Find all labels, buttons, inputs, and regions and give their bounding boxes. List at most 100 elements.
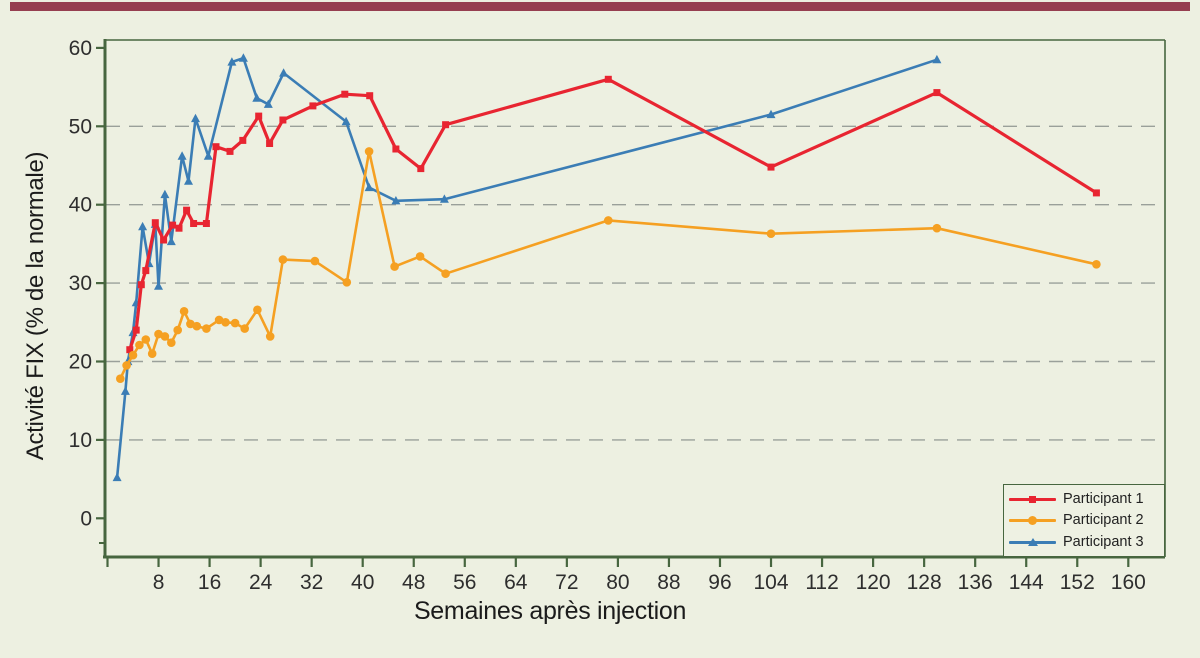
data-point-marker [767, 163, 775, 171]
x-tick-label: 160 [1111, 571, 1146, 594]
data-point-marker [766, 229, 776, 238]
data-point-marker [255, 112, 263, 120]
circle-marker-icon [1028, 516, 1037, 526]
x-tick-label: 32 [300, 571, 323, 594]
y-tick-label: 60 [69, 37, 92, 60]
data-point-marker [417, 165, 425, 173]
x-tick-label: 104 [753, 571, 788, 594]
legend-label-participant-1: Participant 1 [1063, 490, 1144, 507]
y-tick-label: 20 [69, 351, 92, 374]
data-point-marker [263, 99, 273, 108]
data-point-marker [112, 472, 122, 482]
data-point-marker [266, 140, 274, 147]
data-point-marker [166, 236, 176, 246]
data-point-marker [132, 326, 140, 334]
legend-sample-participant-3 [1009, 536, 1056, 548]
data-point-marker [179, 307, 189, 316]
legend-row-3: Participant 3 [1009, 533, 1159, 551]
data-point-marker [192, 321, 202, 331]
data-point-marker [138, 221, 148, 231]
legend-label-participant-2: Participant 2 [1063, 512, 1144, 529]
data-point-marker [227, 57, 237, 66]
series-line-participant-2 [119, 150, 1098, 381]
data-point-marker [390, 262, 399, 271]
data-point-marker [190, 220, 198, 227]
data-point-marker [221, 318, 230, 327]
data-point-marker [341, 116, 351, 126]
data-point-marker [309, 102, 317, 110]
y-axis-title: Activité FIX (% de la normale) [22, 151, 49, 461]
data-point-marker [366, 92, 374, 100]
data-point-marker [120, 386, 130, 395]
data-point-marker [364, 147, 374, 156]
x-tick-label: 24 [249, 571, 273, 594]
data-point-marker [183, 206, 191, 214]
data-point-marker [364, 182, 374, 192]
data-point-marker [203, 151, 213, 160]
data-point-marker [439, 194, 449, 203]
x-tick-label: 96 [708, 571, 731, 594]
data-point-marker [279, 68, 289, 77]
data-point-marker [137, 281, 145, 289]
legend-label-participant-3: Participant 3 [1063, 534, 1144, 551]
data-point-marker [766, 109, 776, 119]
data-point-marker [604, 216, 613, 225]
x-axis-title: Semaines après injection [413, 597, 687, 625]
data-point-marker [128, 350, 138, 360]
x-tick-label: 72 [555, 571, 578, 594]
data-point-marker [932, 223, 942, 233]
data-point-marker [122, 361, 131, 370]
y-tick-label: 50 [69, 115, 92, 138]
series-participant-3 [112, 53, 942, 482]
data-point-marker [442, 121, 450, 129]
data-point-marker [342, 278, 352, 287]
x-tick-label: 16 [198, 571, 221, 594]
legend-row-2: Participant 2 [1009, 511, 1159, 529]
data-point-marker [202, 324, 211, 333]
data-point-marker [933, 89, 941, 97]
series-line-participant-3 [115, 56, 939, 479]
data-point-marker [252, 93, 262, 102]
data-point-marker [441, 269, 450, 279]
x-tick-label: 128 [907, 571, 942, 594]
data-point-marker [191, 113, 200, 123]
x-tick-label: 56 [453, 571, 476, 594]
x-tick-label: 136 [958, 571, 993, 594]
series-participant-2 [116, 147, 1101, 384]
x-tick-label: 88 [657, 571, 680, 594]
data-point-marker [226, 147, 234, 155]
data-point-marker [173, 325, 182, 335]
data-point-marker [135, 340, 144, 350]
legend: Participant 1 Participant 2 Participant … [1003, 484, 1165, 557]
data-point-marker [240, 324, 249, 333]
x-tick-label: 112 [805, 571, 838, 594]
data-point-marker [167, 338, 176, 348]
data-point-marker [175, 224, 183, 232]
x-tick-label: 80 [606, 571, 629, 594]
legend-row-1: Participant 1 [1009, 490, 1159, 508]
data-point-marker [239, 136, 247, 144]
data-point-marker [238, 53, 248, 62]
data-point-marker [212, 143, 220, 151]
series-participant-1 [126, 75, 1100, 354]
triangle-marker-icon [1028, 538, 1038, 547]
data-point-marker [310, 256, 320, 266]
data-point-marker [278, 255, 288, 264]
data-point-marker [154, 281, 163, 290]
y-tick-label: 0 [80, 507, 92, 530]
data-point-marker [116, 374, 125, 384]
data-point-marker [126, 346, 134, 354]
data-point-marker [1092, 189, 1100, 197]
data-point-marker [932, 54, 942, 64]
data-point-marker [141, 335, 151, 344]
data-point-marker [415, 252, 425, 261]
data-point-marker [253, 305, 262, 315]
data-point-marker [341, 90, 349, 98]
data-point-marker [160, 236, 168, 244]
data-point-marker [265, 332, 275, 341]
data-point-marker [279, 116, 287, 124]
data-point-marker [1092, 260, 1101, 269]
legend-sample-participant-2 [1009, 514, 1056, 526]
data-point-marker [230, 318, 240, 328]
